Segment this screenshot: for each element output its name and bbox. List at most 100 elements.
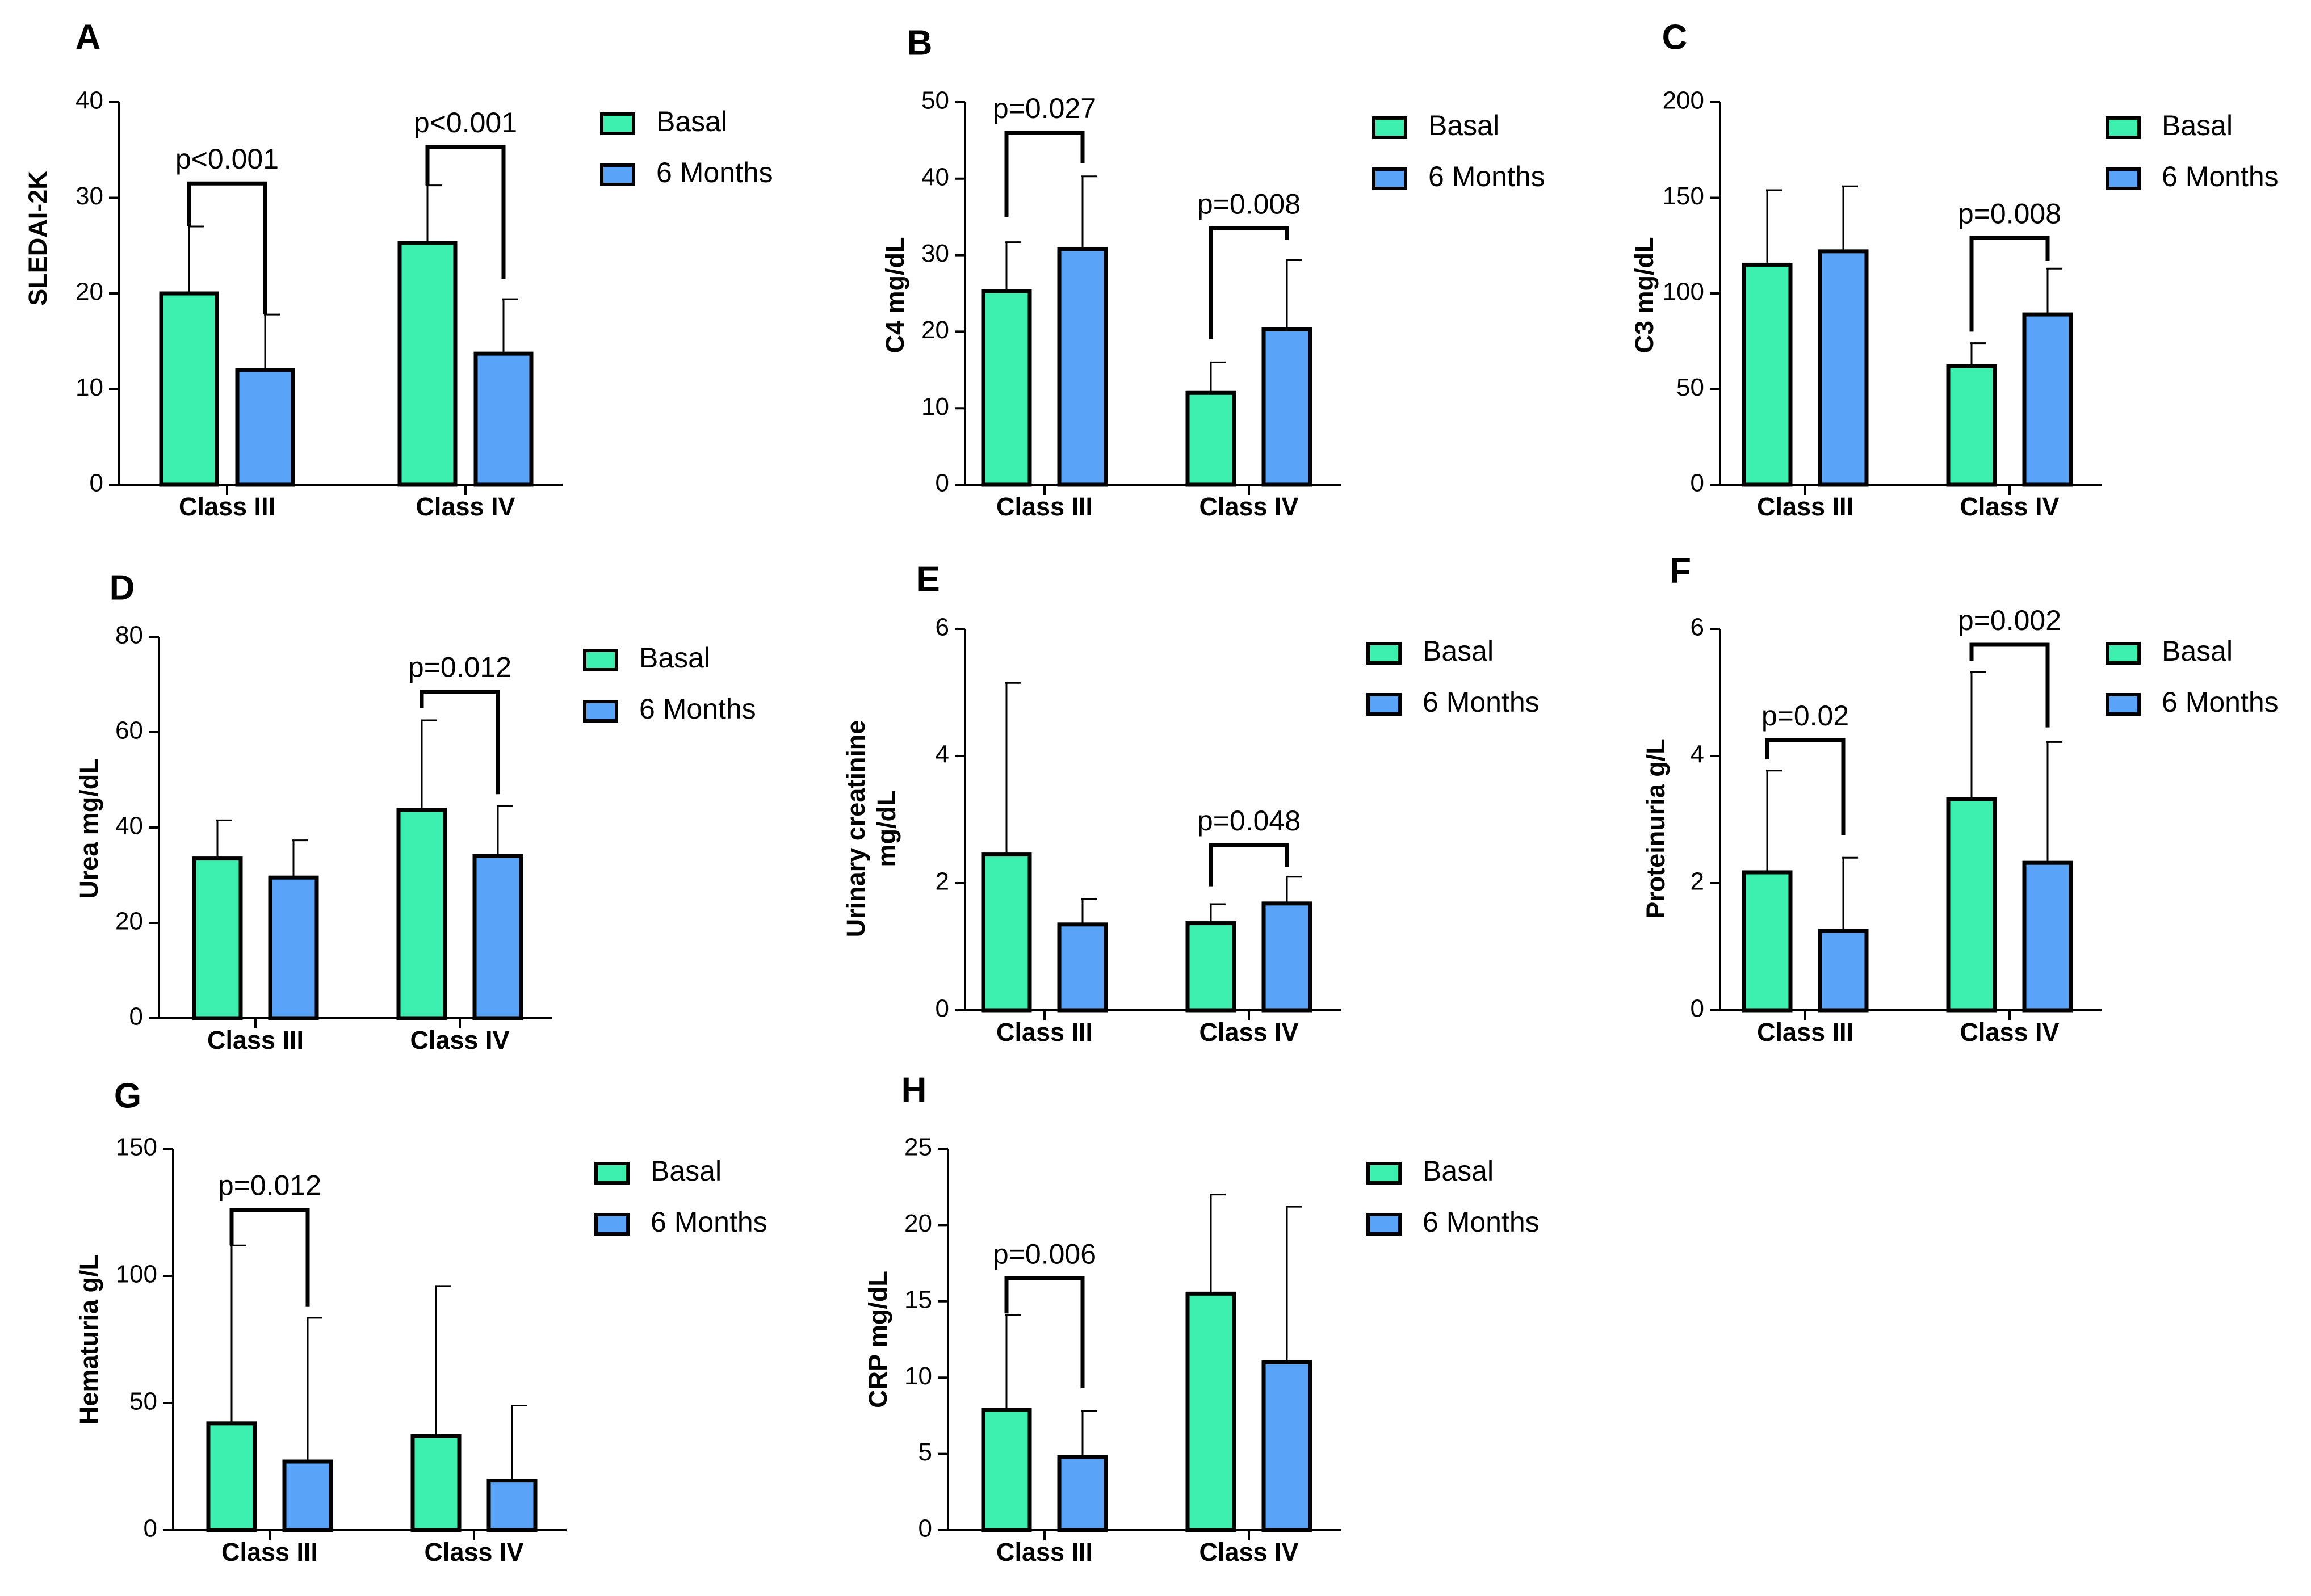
bar-6-months	[235, 368, 295, 487]
panel-letter: G	[114, 1076, 141, 1115]
category-label: Class IV	[410, 1026, 509, 1055]
bar-6-months	[473, 351, 534, 487]
panel-letter: F	[1670, 551, 1691, 590]
category-label: Class III	[996, 1018, 1093, 1047]
bar-basal	[396, 808, 447, 1020]
y-tick-label: 100	[116, 1261, 157, 1288]
category-label: Class IV	[1960, 492, 2059, 521]
significance-bracket	[1209, 226, 1289, 339]
y-tick-label: 0	[936, 995, 949, 1023]
chart-panel-a: A SLEDAI-2K 0 10 20 30 40 Class III Class IV p<0.…	[23, 18, 773, 521]
panel-letter: C	[1662, 18, 1688, 57]
bar-6-months	[1057, 247, 1108, 487]
y-tick-label: 30	[76, 182, 103, 210]
y-tick-label: 0	[90, 469, 103, 497]
bar-6-months	[1261, 327, 1312, 487]
y-tick-label: 20	[904, 1209, 932, 1237]
y-axis-title: C3 mg/dL	[1630, 237, 1659, 353]
category-label: Class III	[996, 1538, 1093, 1566]
panel-letter: D	[110, 568, 135, 607]
y-tick-label: 30	[921, 240, 949, 267]
y-tick-label: 60	[115, 717, 143, 745]
category-label: Class III	[221, 1538, 318, 1566]
significance-bracket	[229, 1208, 310, 1307]
legend-label: 6 Months	[1423, 686, 1540, 718]
y-tick-label: 150	[1663, 182, 1704, 210]
legend-swatch-basal	[583, 649, 618, 671]
category-label: Class IV	[1199, 492, 1298, 521]
panel-letter: B	[907, 23, 933, 62]
category-label: Class IV	[1199, 1538, 1298, 1566]
significance-bracket	[420, 690, 500, 795]
bar-basal	[1742, 262, 1793, 487]
y-tick-label: 6	[1691, 614, 1704, 641]
y-tick-label: 200	[1663, 87, 1704, 115]
legend-label: 6 Months	[2162, 686, 2279, 718]
legend-label: 6 Months	[651, 1206, 767, 1238]
legend-swatch-basal	[2106, 116, 2141, 139]
category-label: Class III	[207, 1026, 304, 1055]
y-tick-label: 2	[1691, 868, 1704, 896]
y-tick-label: 20	[115, 908, 143, 935]
y-tick-label: 4	[1691, 741, 1704, 768]
bar-6-months	[1818, 249, 1869, 487]
y-tick-label: 0	[936, 469, 949, 497]
legend-swatch-6-months	[1366, 1213, 1402, 1236]
bar-basal	[981, 852, 1032, 1013]
chart-panel-e: E Urinary creatininemg/dL 0 2 4 6 Class III Cla…	[841, 560, 1540, 1047]
significance-bracket	[1209, 843, 1289, 887]
y-tick-label: 0	[1691, 995, 1704, 1023]
y-tick-label: 20	[76, 278, 103, 306]
y-axis-title-line: Urinary creatinine	[841, 720, 870, 938]
category-label: Class IV	[1960, 1018, 2059, 1047]
bar-6-months	[1261, 1360, 1312, 1532]
y-axis-title: Proteinuria g/L	[1641, 738, 1670, 919]
bar-basal	[1946, 364, 1997, 487]
y-tick-label: 0	[1691, 469, 1704, 497]
bar-6-months	[1261, 901, 1312, 1013]
bar-basal	[1946, 797, 1997, 1013]
bar-basal	[981, 289, 1032, 487]
legend-swatch-6-months	[2106, 167, 2141, 190]
chart-panel-b: B C4 mg/dL 0 10 20 30 40 50 Class III Class IV p=0…	[880, 23, 1545, 521]
bar-basal	[1742, 870, 1793, 1013]
bar-6-months	[1057, 1455, 1108, 1532]
y-tick-label: 2	[936, 868, 949, 896]
category-label: Class III	[1757, 1018, 1853, 1047]
y-tick-label: 5	[918, 1438, 932, 1466]
y-axis-title-line: mg/dL	[872, 791, 901, 867]
bar-basal	[1185, 921, 1236, 1013]
legend-label: Basal	[1428, 110, 1499, 141]
y-tick-label: 25	[904, 1133, 932, 1161]
category-label: Class III	[1757, 492, 1853, 521]
legend-label: 6 Months	[656, 157, 773, 188]
chart-panel-g: G Hematuria g/L 0 50 100 150 Class III Class IV…	[74, 1076, 767, 1566]
y-axis-title: C4 mg/dL	[880, 237, 909, 353]
y-tick-label: 0	[918, 1515, 932, 1543]
legend-swatch-basal	[594, 1162, 630, 1185]
legend-label: 6 Months	[639, 693, 756, 725]
legend-label: Basal	[639, 642, 710, 674]
significance-bracket	[1969, 642, 2050, 728]
legend-swatch-basal	[600, 112, 635, 135]
bar-basal	[192, 856, 243, 1020]
y-tick-label: 10	[76, 373, 103, 401]
category-label: Class IV	[1199, 1018, 1298, 1047]
bar-basal	[206, 1421, 257, 1532]
y-tick-label: 6	[936, 614, 949, 641]
legend-label: Basal	[651, 1155, 722, 1187]
legend-label: 6 Months	[1428, 161, 1545, 192]
y-tick-label: 40	[76, 87, 103, 115]
legend-label: 6 Months	[1423, 1206, 1540, 1238]
significance-bracket	[187, 181, 267, 315]
y-tick-label: 10	[921, 393, 949, 421]
legend-swatch-basal	[2106, 642, 2141, 665]
y-tick-label: 40	[115, 812, 143, 840]
p-value-label: p=0.008	[1958, 198, 2061, 229]
y-tick-label: 10	[904, 1362, 932, 1390]
significance-bracket	[1004, 131, 1085, 217]
legend-label: Basal	[1423, 635, 1494, 667]
legend-swatch-basal	[1372, 116, 1407, 139]
p-value-label: p<0.001	[414, 107, 517, 138]
